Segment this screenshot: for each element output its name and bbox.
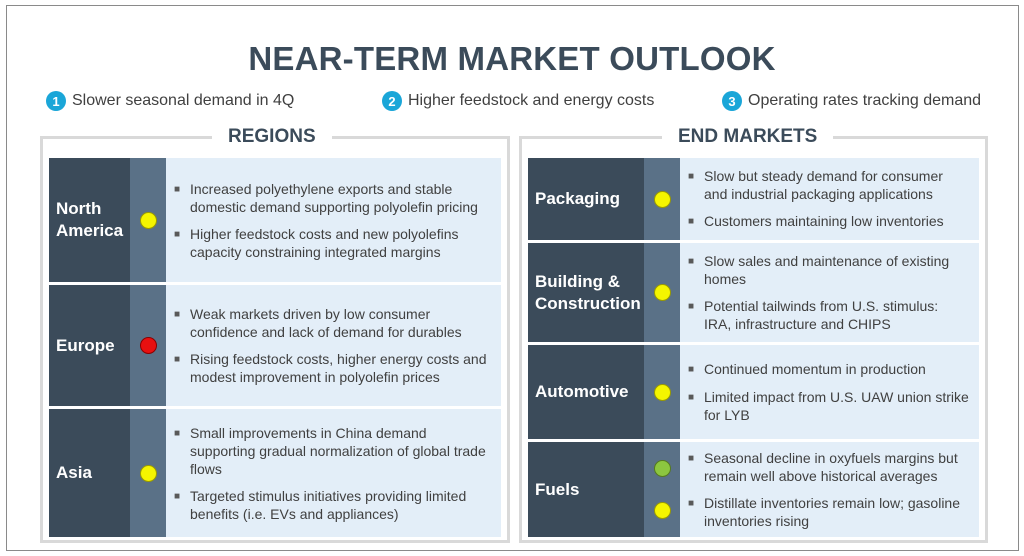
status-column (130, 285, 166, 406)
bullet-item: ■ Seasonal decline in oxyfuels margins bu… (688, 450, 958, 484)
row-bullets: ■ Slow but steady demand for consumer and… (680, 158, 979, 240)
bullet-square-icon: ■ (174, 490, 181, 502)
yellow-status-dot-icon (653, 284, 671, 301)
bullet-item: ■ Distillate inventories remain low; gaso… (688, 495, 961, 529)
bullet-square-icon: ■ (688, 216, 695, 227)
yellow-status-dot-icon (139, 211, 157, 229)
bullet-square-icon: ■ (174, 183, 181, 195)
row-label: Packaging (528, 158, 644, 240)
bullet-item: ■ Increased polyethylene exports and stab… (174, 180, 478, 215)
key-point-text: Higher feedstock and energy costs (408, 92, 655, 109)
yellow-status-dot-icon (653, 190, 671, 208)
page-title: NEAR-TERM MARKET OUTLOOK (248, 40, 776, 77)
bullet-square-icon: ■ (688, 256, 695, 267)
market-row-building-construction: Building & Construction ■ Slow sales and m… (528, 243, 979, 342)
status-column (644, 345, 680, 439)
bullet-item: ■ Rising feedstock costs, higher energy c… (174, 351, 487, 385)
row-bullets: ■ Weak markets driven by low consumer con… (166, 285, 501, 406)
number-badge-icon: 3 (722, 91, 742, 111)
row-label: Automotive (528, 345, 644, 439)
key-point-text: Operating rates tracking demand (748, 92, 982, 109)
market-row-fuels: Fuels ■ Seasonal decline in oxyfuels marg… (528, 442, 979, 537)
row-label: Fuels (528, 442, 644, 537)
row-label: North America (49, 158, 130, 282)
bullet-item: ■ Targeted stimulus initiatives providing… (174, 487, 467, 522)
row-bullets: ■ Seasonal decline in oxyfuels margins bu… (680, 442, 979, 537)
bullet-item: ■ Continued momentum in production (688, 361, 926, 377)
market-row-automotive: Automotive ■ Continued momentum in produc… (528, 345, 979, 439)
status-column (644, 442, 680, 537)
bullet-square-icon: ■ (688, 498, 695, 509)
market-row-packaging: Packaging ■ Slow but steady demand for co… (528, 158, 979, 240)
bullet-item: ■ Potential tailwinds from U.S. stimulus:… (688, 298, 939, 332)
bullet-square-icon: ■ (688, 364, 695, 375)
region-row-asia: Asia ■ Small improvements in China demand… (49, 409, 501, 537)
bullet-square-icon: ■ (688, 453, 695, 464)
end-markets-heading: END MARKETS (662, 126, 834, 148)
row-bullets: ■ Slow sales and maintenance of existing … (680, 243, 979, 342)
status-column (644, 243, 680, 342)
bullet-square-icon: ■ (174, 354, 181, 365)
yellow-status-dot-icon (653, 501, 671, 519)
row-label: Europe (49, 285, 130, 406)
key-point-2: 2 Higher feedstock and energy costs (382, 90, 654, 112)
bullet-square-icon: ■ (174, 427, 181, 439)
key-point-1: 1 Slower seasonal demand in 4Q (46, 90, 294, 112)
red-status-dot-icon (139, 337, 157, 354)
status-column (644, 158, 680, 240)
bullet-item: ■ Higher feedstock costs and new polyolef… (174, 225, 459, 260)
row-bullets: ■ Increased polyethylene exports and stab… (166, 158, 501, 282)
bullet-item: ■ Small improvements in China demand supp… (174, 424, 486, 477)
bullet-square-icon: ■ (688, 301, 695, 312)
status-column (130, 409, 166, 537)
bullet-item: ■ Slow sales and maintenance of existing … (688, 253, 950, 287)
bullet-square-icon: ■ (688, 392, 695, 403)
bullet-square-icon: ■ (688, 171, 695, 182)
bullet-item: ■ Limited impact from U.S. UAW union stri… (688, 389, 969, 423)
status-column (130, 158, 166, 282)
regions-heading: REGIONS (212, 126, 332, 148)
bullet-item: ■ Weak markets driven by low consumer con… (174, 306, 462, 340)
row-label: Building & Construction (528, 243, 644, 342)
number-badge-icon: 2 (382, 91, 402, 111)
region-row-north-america: North America ■ Increased polyethylene exp… (49, 158, 501, 282)
yellow-status-dot-icon (139, 464, 157, 482)
slide-frame (6, 5, 1019, 551)
row-label: Asia (49, 409, 130, 537)
bullet-item: ■ Customers maintaining low inventories (688, 213, 944, 229)
key-point-text: Slower seasonal demand in 4Q (72, 92, 295, 109)
number-badge-icon: 1 (46, 91, 66, 111)
row-bullets: ■ Continued momentum in production ■ Limit… (680, 345, 979, 439)
key-point-3: 3 Operating rates tracking demand (722, 90, 981, 112)
green-status-dot-icon (653, 460, 671, 478)
bullet-square-icon: ■ (174, 228, 181, 240)
yellow-status-dot-icon (653, 383, 671, 401)
bullet-item: ■ Slow but steady demand for consumer and… (688, 168, 943, 202)
row-bullets: ■ Small improvements in China demand supp… (166, 409, 501, 537)
region-row-europe: Europe ■ Weak markets driven by low consu… (49, 285, 501, 406)
bullet-square-icon: ■ (174, 309, 181, 320)
